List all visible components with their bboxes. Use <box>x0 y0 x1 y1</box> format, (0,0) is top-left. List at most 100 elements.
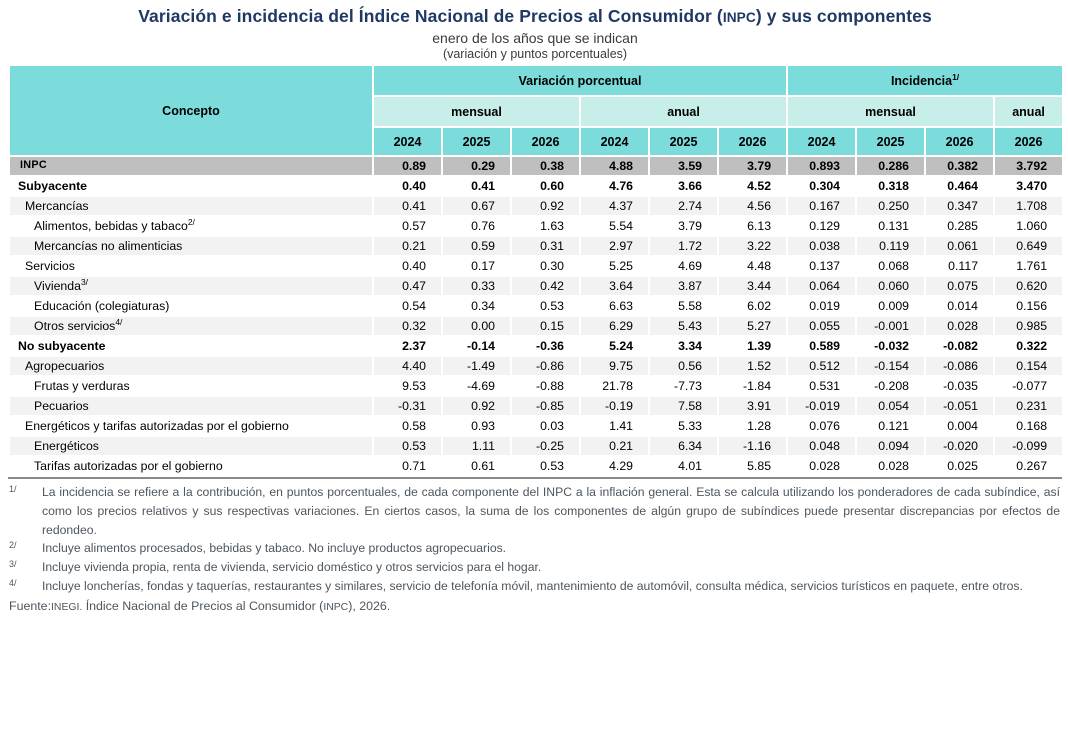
value-cell: 4.88 <box>579 155 650 177</box>
year-header: 2026 <box>510 126 581 157</box>
concept-cell: Agropecuarios <box>8 355 374 377</box>
value-cell: 9.75 <box>579 355 650 377</box>
value-cell: 3.34 <box>648 335 719 357</box>
value-cell: -0.88 <box>510 375 581 397</box>
value-cell: 0.347 <box>924 195 996 217</box>
value-cell: 0.119 <box>855 235 927 257</box>
source-text-part: Índice Nacional de Precios al Consumidor… <box>82 598 324 613</box>
value-cell: -0.051 <box>924 395 996 417</box>
value-cell: 0.028 <box>924 315 996 337</box>
value-cell: -1.84 <box>716 375 789 397</box>
value-cell: 1.060 <box>993 215 1065 237</box>
concept-cell: Subyacente <box>8 175 374 197</box>
concept-cell: Frutas y verduras <box>8 375 374 397</box>
value-cell: 6.13 <box>716 215 789 237</box>
value-cell: 0.121 <box>855 415 927 437</box>
value-cell: -1.16 <box>716 435 789 457</box>
value-cell: 4.01 <box>648 455 719 477</box>
value-cell: 2.97 <box>579 235 650 257</box>
footnote-text: Incluye loncherías, fondas y taquerías, … <box>42 578 1023 593</box>
value-cell: -0.082 <box>924 335 996 357</box>
source-label: Fuente: <box>9 598 52 613</box>
value-cell: 0.061 <box>924 235 996 257</box>
value-cell: -0.85 <box>510 395 581 417</box>
value-cell: 0.93 <box>441 415 512 437</box>
value-cell: 1.72 <box>648 235 719 257</box>
value-cell: -0.36 <box>510 335 581 357</box>
value-cell: -0.032 <box>855 335 927 357</box>
value-cell: -0.086 <box>924 355 996 377</box>
concept-label: Educación (colegiaturas) <box>34 298 170 313</box>
value-cell: 0.156 <box>993 295 1065 317</box>
table-row: Mercancías no alimenticias 0.21 0.59 0.31 2.… <box>8 235 1065 257</box>
concept-cell: Vivienda3/ <box>8 275 374 297</box>
value-cell: -0.31 <box>372 395 443 417</box>
subgroup-variacion-mensual: mensual <box>372 95 581 128</box>
value-cell: 7.58 <box>648 395 719 417</box>
value-cell: 2.74 <box>648 195 719 217</box>
footnote-text: Incluye alimentos procesados, bebidas y … <box>42 541 507 556</box>
value-cell: 4.69 <box>648 255 719 277</box>
value-cell: 0.028 <box>786 455 858 477</box>
table-row: Energéticos 0.53 1.11 -0.25 0.21 6.34 -1.16 0.0… <box>8 435 1065 457</box>
value-cell: -0.035 <box>924 375 996 397</box>
concept-cell: Tarifas autorizadas por el gobierno <box>8 455 374 477</box>
subgroup-incidencia-mensual: mensual <box>786 95 996 128</box>
value-cell: 0.41 <box>441 175 512 197</box>
value-cell: 3.79 <box>648 215 719 237</box>
concept-cell: Otros servicios4/ <box>8 315 374 337</box>
value-cell: 0.531 <box>786 375 858 397</box>
value-cell: 0.028 <box>855 455 927 477</box>
concept-label: Alimentos, bebidas y tabaco <box>34 218 188 233</box>
value-cell: 0.060 <box>855 275 927 297</box>
value-cell: 0.076 <box>786 415 858 437</box>
concept-cell: Mercancías no alimenticias <box>8 235 374 257</box>
source-acronym: INEGI. <box>51 601 83 613</box>
value-cell: 0.286 <box>855 155 927 177</box>
value-cell: 4.56 <box>716 195 789 217</box>
footnote-ref: 4/ <box>115 316 123 327</box>
footnote: 2/Incluye alimentos procesados, bebidas … <box>8 539 1062 558</box>
concept-label: Vivienda <box>34 278 81 293</box>
value-cell: -0.19 <box>579 395 650 417</box>
value-cell: 0.014 <box>924 295 996 317</box>
concept-label: Pecuarios <box>34 398 89 413</box>
value-cell: -0.86 <box>510 355 581 377</box>
value-cell: 3.470 <box>993 175 1065 197</box>
concept-cell: Energéticos <box>8 435 374 457</box>
group-header-variacion: Variación porcentual <box>371 64 789 97</box>
value-cell: 0.893 <box>786 155 858 177</box>
table-row: Otros servicios4/0.32 0.00 0.15 6.29 5.43 5.2… <box>8 315 1065 337</box>
value-cell: -0.001 <box>855 315 927 337</box>
value-cell: 5.25 <box>579 255 650 277</box>
value-cell: 0.094 <box>855 435 927 457</box>
table-row: Subyacente 0.40 0.41 0.60 4.76 3.66 4.52 0.304 0… <box>8 175 1065 197</box>
value-cell: 1.52 <box>716 355 789 377</box>
value-cell: 0.21 <box>579 435 650 457</box>
value-cell: -7.73 <box>648 375 719 397</box>
value-cell: 5.27 <box>716 315 789 337</box>
value-cell: 0.117 <box>924 255 996 277</box>
value-cell: 0.92 <box>510 195 581 217</box>
value-cell: 0.34 <box>441 295 512 317</box>
concept-cell: Servicios <box>8 255 374 277</box>
value-cell: 0.985 <box>993 315 1065 337</box>
concept-label: INPC <box>20 159 47 172</box>
value-cell: 0.464 <box>924 175 996 197</box>
value-cell: 0.53 <box>372 435 443 457</box>
table-bottom-rule <box>8 477 1062 479</box>
value-cell: 0.42 <box>510 275 581 297</box>
concept-cell: Pecuarios <box>8 395 374 417</box>
value-cell: -0.020 <box>924 435 996 457</box>
value-cell: 0.40 <box>372 255 443 277</box>
value-cell: 0.589 <box>786 335 858 357</box>
value-cell: 0.620 <box>993 275 1065 297</box>
subgroup-variacion-anual: anual <box>578 95 789 128</box>
units-note: (variación y puntos porcentuales) <box>442 47 628 61</box>
footnote-ref: 3/ <box>80 276 89 287</box>
footnote-marker: 2/ <box>9 540 17 551</box>
value-cell: 1.63 <box>510 215 581 237</box>
value-cell: 0.21 <box>372 235 443 257</box>
value-cell: -0.154 <box>855 355 927 377</box>
table-row: Pecuarios -0.31 0.92 -0.85 -0.19 7.58 3.91 -0.0… <box>8 395 1065 417</box>
